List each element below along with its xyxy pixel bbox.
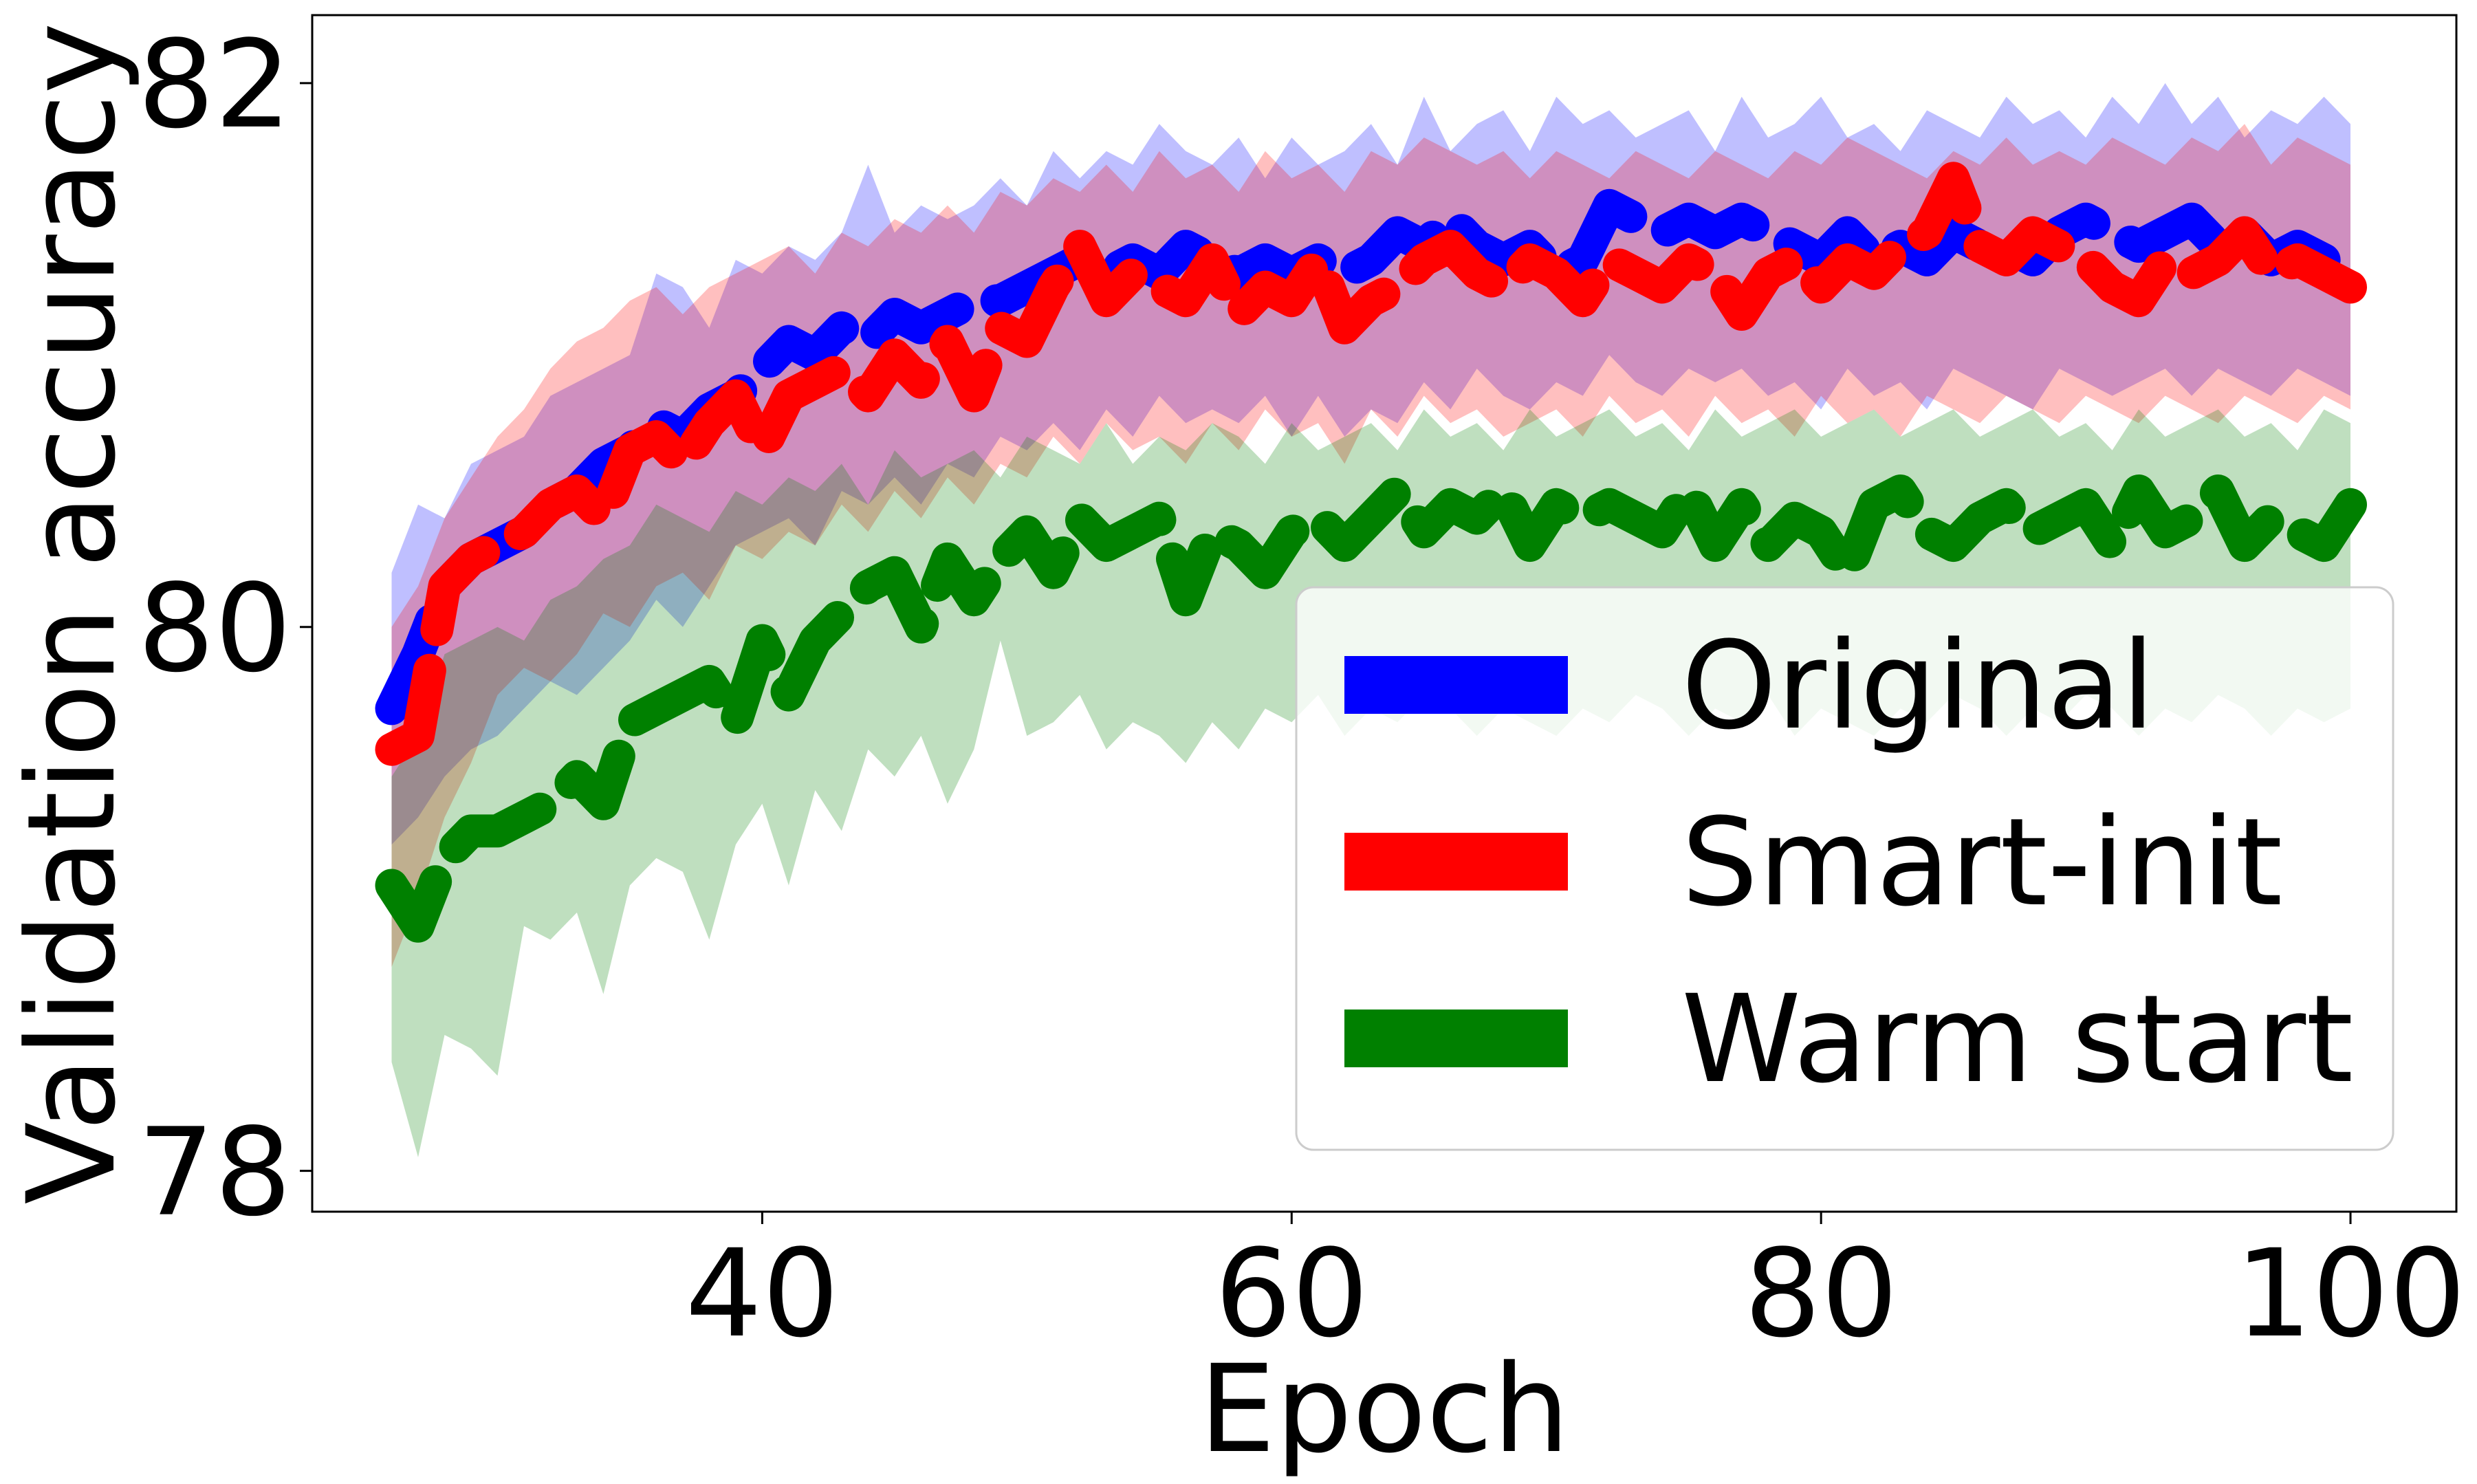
smart-init-line bbox=[375, 162, 2367, 766]
y-tick-label: 82 bbox=[138, 14, 292, 155]
y-axis-label: Validation accuracy bbox=[1, 22, 142, 1204]
original-legend-label: Original bbox=[1681, 615, 2155, 756]
legend: Original Smart-init Warm start bbox=[1295, 586, 2394, 1151]
smart-init-legend-swatch bbox=[1344, 833, 1568, 891]
y-tick-label: 78 bbox=[138, 1102, 292, 1243]
x-axis-ticks: 40 60 80 100 bbox=[685, 1212, 2466, 1364]
y-tick-label: 80 bbox=[138, 558, 292, 699]
series-lines bbox=[375, 162, 2367, 943]
plot-frame bbox=[311, 14, 2458, 1213]
smart-init-legend-label: Smart-init bbox=[1681, 792, 2282, 933]
legend-box bbox=[1295, 586, 2394, 1151]
x-axis-label: Epoch bbox=[1199, 1339, 1570, 1480]
x-tick-label: 40 bbox=[685, 1223, 839, 1364]
warm-start-legend-label: Warm start bbox=[1681, 969, 2353, 1110]
warm-start-line bbox=[375, 474, 2367, 943]
original-legend-swatch bbox=[1344, 656, 1568, 714]
warm-start-legend-swatch bbox=[1344, 1010, 1568, 1067]
y-axis-ticks: 78 80 82 bbox=[138, 14, 312, 1243]
x-tick-label: 60 bbox=[1214, 1223, 1368, 1364]
x-tick-label: 100 bbox=[2235, 1223, 2466, 1364]
x-tick-label: 80 bbox=[1744, 1223, 1898, 1364]
